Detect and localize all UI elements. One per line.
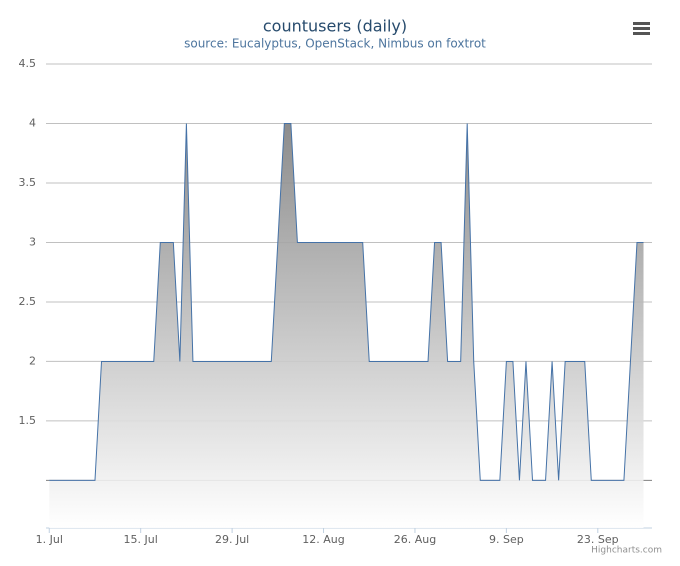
chart-subtitle: source: Eucalyptus, OpenStack, Nimbus on… bbox=[184, 37, 486, 51]
y-tick-label: 3.5 bbox=[19, 176, 37, 189]
x-tick-label: 15. Jul bbox=[124, 533, 158, 546]
y-tick-label: 3 bbox=[29, 235, 36, 248]
y-tick-label: 2.5 bbox=[19, 295, 37, 308]
x-tick-label: 9. Sep bbox=[489, 533, 524, 546]
area-fill bbox=[49, 123, 644, 529]
x-tick-label: 26. Aug bbox=[394, 533, 436, 546]
y-tick-label: 2 bbox=[29, 354, 36, 367]
x-tick-label: 1. Jul bbox=[36, 533, 63, 546]
credits[interactable]: Highcharts.com bbox=[591, 546, 662, 556]
x-tick-label: 29. Jul bbox=[215, 533, 249, 546]
menu-button[interactable] bbox=[633, 22, 650, 35]
y-tick-label: 4.5 bbox=[19, 57, 37, 70]
y-tick-label: 4 bbox=[29, 116, 36, 129]
chart-title: countusers (daily) bbox=[263, 17, 407, 36]
area-line bbox=[49, 122, 644, 481]
x-tick-label: 23. Sep bbox=[577, 533, 619, 546]
x-tick-label: 12. Aug bbox=[302, 533, 344, 546]
y-tick-label: 1.5 bbox=[19, 414, 37, 427]
